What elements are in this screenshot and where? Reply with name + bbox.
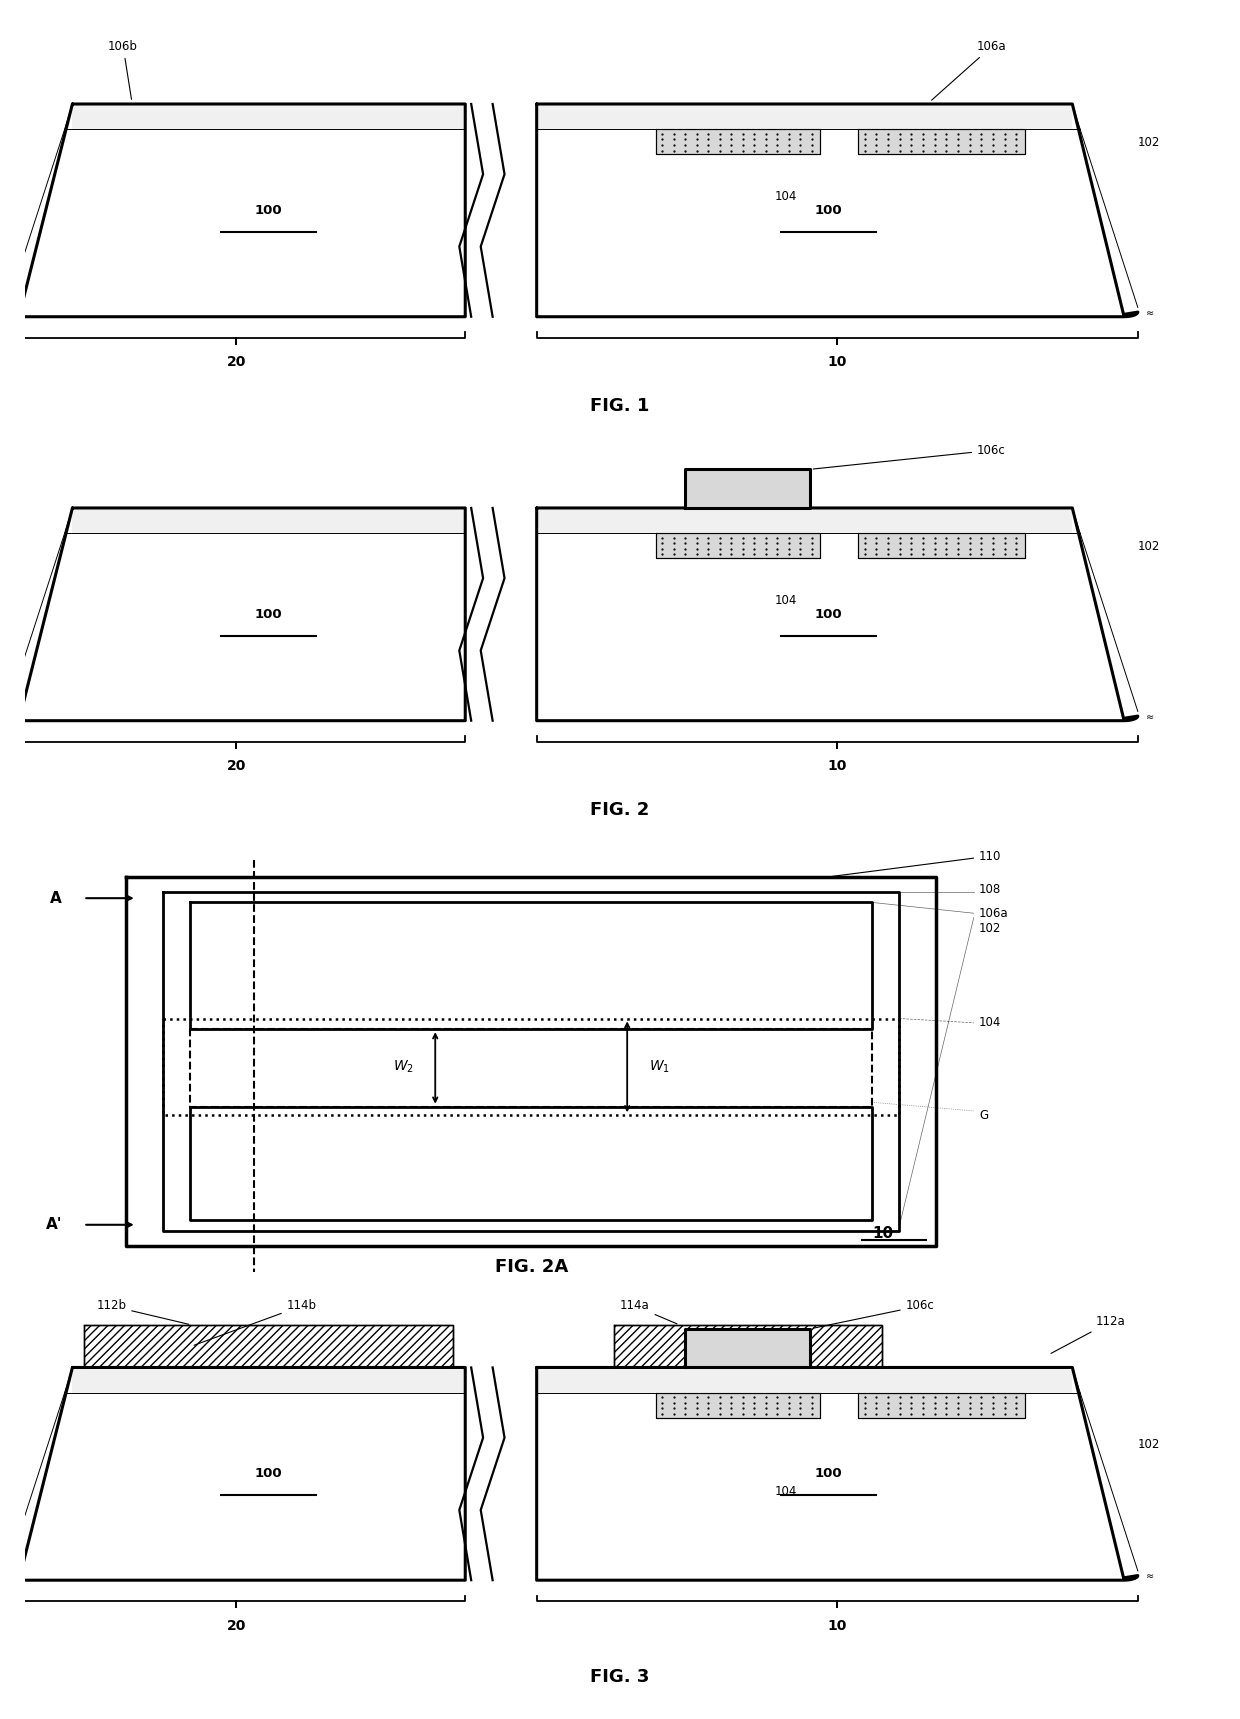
Text: 10: 10	[827, 356, 847, 370]
Text: 100: 100	[255, 205, 283, 217]
Text: G: G	[980, 1109, 988, 1123]
Text: 20: 20	[227, 760, 246, 774]
Polygon shape	[686, 1329, 811, 1368]
Bar	[858, 1392, 1024, 1418]
Bar	[72, 103, 465, 129]
Text: ≈: ≈	[1146, 712, 1153, 722]
Bar	[656, 129, 820, 155]
Text: 102: 102	[980, 921, 1002, 935]
Text: 112a: 112a	[1052, 1315, 1126, 1353]
Text: 100: 100	[815, 205, 842, 217]
Text: FIG. 3: FIG. 3	[590, 1667, 650, 1686]
Text: FIG. 1: FIG. 1	[590, 397, 650, 414]
Text: 10: 10	[827, 1619, 847, 1633]
Text: 100: 100	[815, 1468, 842, 1480]
Bar	[537, 1368, 1073, 1392]
Text: ≈: ≈	[1146, 1571, 1153, 1581]
Text: W$_2$: W$_2$	[393, 1059, 414, 1074]
Text: 100: 100	[255, 609, 283, 621]
Bar	[656, 533, 820, 559]
Text: 102: 102	[1138, 1439, 1161, 1451]
Text: 112b: 112b	[97, 1300, 188, 1324]
Text: 114b: 114b	[195, 1300, 316, 1346]
Text: 102: 102	[1138, 136, 1161, 150]
Text: 10: 10	[873, 1226, 894, 1241]
Text: 100: 100	[255, 1468, 283, 1480]
Bar	[537, 103, 1073, 129]
Text: FIG. 2: FIG. 2	[590, 801, 650, 818]
Bar	[84, 1325, 454, 1368]
Text: 104: 104	[775, 595, 797, 607]
Text: W$_1$: W$_1$	[649, 1059, 670, 1074]
Text: 106a: 106a	[931, 40, 1007, 100]
Text: 10: 10	[827, 760, 847, 774]
Text: 114a: 114a	[620, 1300, 677, 1324]
Text: 106a: 106a	[980, 906, 1008, 920]
Bar	[656, 1392, 820, 1418]
Bar	[614, 1325, 882, 1368]
Bar	[72, 1368, 465, 1392]
Text: 106c: 106c	[813, 444, 1006, 469]
Text: A': A'	[46, 1217, 62, 1233]
Text: ≈: ≈	[1146, 308, 1153, 318]
Text: 20: 20	[227, 1619, 246, 1633]
Bar	[72, 509, 465, 533]
Bar	[858, 533, 1024, 559]
Text: 110: 110	[832, 849, 1002, 877]
Bar	[537, 509, 1073, 533]
Text: 100: 100	[815, 609, 842, 621]
Text: 104: 104	[980, 1016, 1002, 1030]
Text: 104: 104	[775, 191, 797, 203]
Polygon shape	[686, 469, 811, 507]
Bar	[858, 129, 1024, 155]
Text: 106b: 106b	[108, 40, 138, 100]
Text: 102: 102	[1138, 540, 1161, 554]
Text: 106c: 106c	[813, 1300, 935, 1329]
Text: 104: 104	[775, 1485, 797, 1497]
Text: 108: 108	[980, 884, 1002, 896]
Text: A: A	[51, 890, 62, 906]
Text: FIG. 2A: FIG. 2A	[495, 1258, 568, 1275]
Text: 20: 20	[227, 356, 246, 370]
